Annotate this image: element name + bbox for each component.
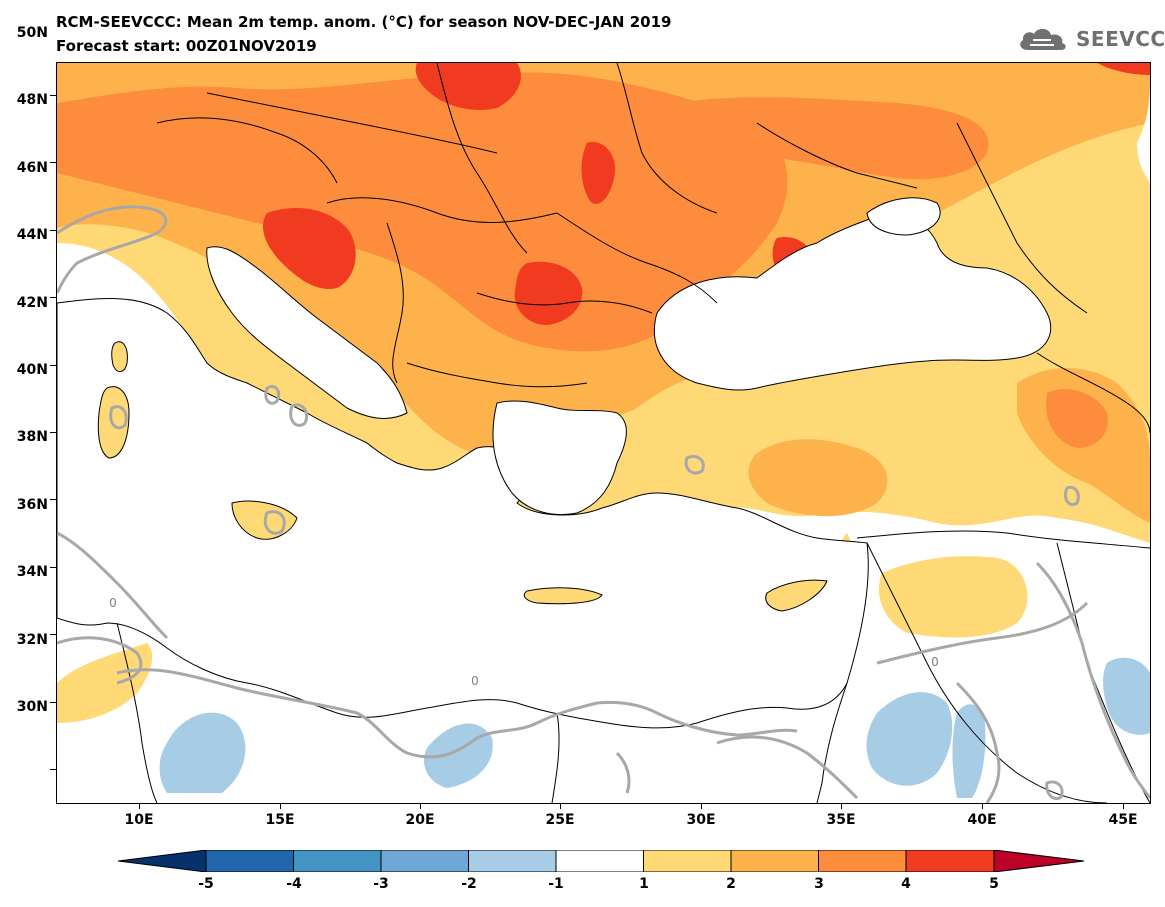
legend-label: 4 [901, 876, 911, 892]
legend-swatch [205, 850, 294, 872]
legend-swatch [643, 850, 732, 872]
black-sea [653, 212, 1052, 391]
lon-tick [280, 803, 281, 809]
legend-label: -1 [548, 876, 564, 892]
mediterranean-sea [57, 298, 869, 729]
lat-label: 34N [16, 564, 48, 580]
lat-tick [50, 769, 56, 770]
lat-tick [50, 365, 56, 366]
lat-tick [50, 162, 56, 163]
lat-tick [50, 567, 56, 568]
logo-text: SEEVCCC [1076, 27, 1165, 51]
lat-tick [50, 432, 56, 433]
legend-swatch [555, 850, 644, 872]
legend-label: 1 [639, 876, 649, 892]
lon-label: 20E [405, 812, 435, 828]
lon-label: 35E [826, 812, 856, 828]
lat-tick [50, 297, 56, 298]
lat-label: 38N [16, 429, 48, 445]
lat-label: 46N [16, 160, 48, 176]
cloud-logo-icon [1020, 28, 1066, 50]
corsica [111, 341, 128, 372]
caspian-edge [1137, 83, 1150, 183]
lon-tick [1123, 803, 1124, 809]
legend-swatch-below-neg5 [118, 850, 207, 872]
contour-label: 0 [471, 674, 479, 688]
lat-tick [50, 634, 56, 635]
lat-label: 42N [16, 295, 48, 311]
forecast-start-label: Forecast start: 00Z01NOV2019 [56, 37, 317, 55]
lat-label: 30N [16, 699, 48, 715]
lon-label: 30E [686, 812, 716, 828]
legend-swatch [730, 850, 819, 872]
lat-label: 44N [16, 227, 48, 243]
lat-label: 50N [16, 25, 48, 41]
sardinia [97, 386, 130, 459]
lon-label: 25E [545, 812, 575, 828]
legend-label: 2 [726, 876, 736, 892]
lat-tick [50, 499, 56, 500]
crete [523, 587, 603, 605]
adriatic-sea [206, 246, 408, 419]
legend-swatch [468, 850, 557, 872]
lat-tick [50, 702, 56, 703]
map-title: RCM-SEEVCCC: Mean 2m temp. anom. (°C) fo… [56, 13, 672, 31]
legend-label: -2 [461, 876, 477, 892]
lon-tick [701, 803, 702, 809]
legend-swatch [905, 850, 995, 872]
legend-label: -5 [198, 876, 214, 892]
legend-swatch [818, 850, 907, 872]
legend-swatch [380, 850, 469, 872]
legend-label: -4 [286, 876, 302, 892]
contour-labels: 0 0 0 [109, 596, 939, 688]
lon-label: 15E [265, 812, 295, 828]
legend-label: 3 [814, 876, 824, 892]
aegean-sea [492, 400, 627, 516]
lat-tick [50, 95, 56, 96]
cyprus [765, 579, 828, 612]
anomaly-field-3-4 [57, 72, 1108, 448]
contour-label: 0 [931, 655, 939, 669]
lon-tick [560, 803, 561, 809]
seevccc-logo: SEEVCCC [1016, 22, 1165, 56]
temperature-anomaly-map: 0 0 0 [56, 62, 1151, 804]
zero-contours [57, 205, 1150, 803]
country-borders [116, 63, 1150, 803]
map-canvas: 0 0 0 [57, 63, 1150, 803]
lon-label: 45E [1108, 812, 1138, 828]
lon-tick [841, 803, 842, 809]
legend-swatch-above-5 [993, 850, 1085, 872]
lat-label: 48N [16, 92, 48, 108]
color-legend [118, 850, 1085, 872]
lon-tick [139, 803, 140, 809]
legend-swatch [293, 850, 382, 872]
lon-label: 40E [967, 812, 997, 828]
legend-label: 5 [989, 876, 999, 892]
lat-label: 40N [16, 362, 48, 378]
sea-of-azov [866, 197, 941, 236]
seas [57, 83, 1150, 729]
lat-label: 36N [16, 497, 48, 513]
lat-tick [50, 230, 56, 231]
lat-label: 32N [16, 632, 48, 648]
lon-tick [420, 803, 421, 809]
legend-label: -3 [373, 876, 389, 892]
lon-label: 10E [124, 812, 154, 828]
anomaly-field-negative [159, 657, 1150, 798]
islands [97, 341, 828, 612]
contour-label: 0 [109, 596, 117, 610]
lon-tick [982, 803, 983, 809]
